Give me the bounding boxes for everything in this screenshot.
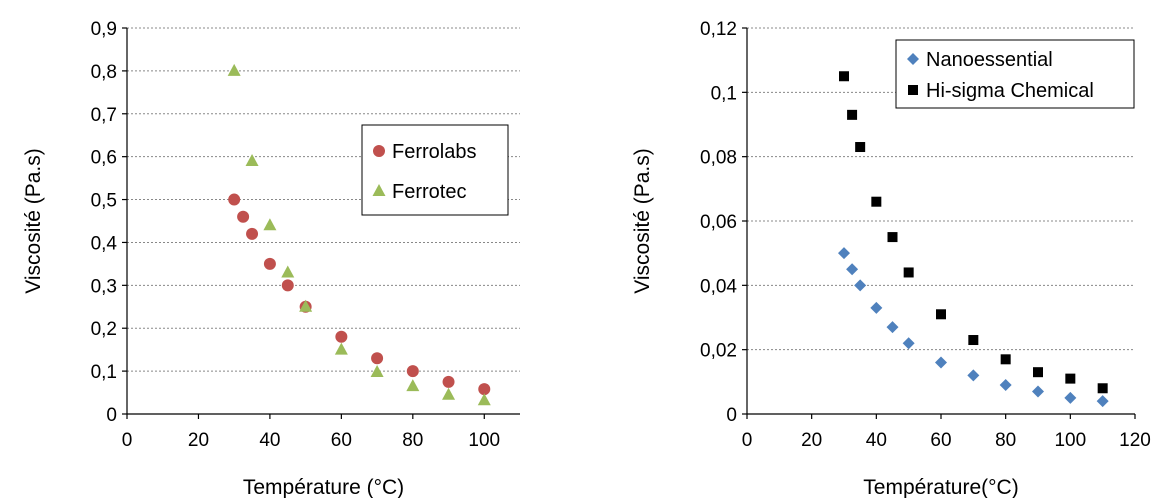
- data-point: [847, 109, 858, 120]
- data-point: [839, 71, 849, 82]
- x-axis-label: Température(°C): [863, 476, 1018, 498]
- data-point: [1065, 373, 1076, 384]
- data-point: [237, 210, 250, 223]
- data-point: [1032, 385, 1044, 398]
- x-tick-label: 60: [930, 430, 951, 451]
- x-tick-label: 40: [866, 430, 887, 451]
- legend-marker: [372, 184, 386, 196]
- data-point: [935, 356, 947, 369]
- data-point: [886, 321, 899, 334]
- data-point: [1000, 354, 1011, 365]
- data-point: [371, 352, 384, 365]
- chart-left: 0 0,1 0,2 0,3 0,4 0,5 0,6 0,7 0,8 0,9 0 20 40 60 80 100…: [22, 19, 520, 498]
- data-point: [281, 265, 295, 278]
- data-point: [887, 232, 898, 243]
- legend-entry-label: Ferrotec: [392, 181, 466, 203]
- y-axis-label: Viscosité (Pa.s): [22, 148, 45, 294]
- data-point: [478, 383, 491, 396]
- data-point: [263, 218, 277, 231]
- legend-marker: [373, 145, 385, 157]
- x-tick-label: 120: [1119, 430, 1151, 451]
- data-point: [406, 365, 419, 378]
- y-tick-label: 0: [726, 405, 737, 426]
- data-point: [870, 301, 883, 314]
- data-point: [281, 279, 294, 292]
- x-tick-label: 100: [468, 430, 500, 451]
- legend-entry-label: Nanoessential: [926, 49, 1053, 71]
- y-tick-label: 0,2: [91, 319, 117, 340]
- x-tick-label: 0: [742, 430, 753, 451]
- data-point: [299, 299, 313, 312]
- data-point: [1064, 391, 1077, 404]
- x-tick-label: 20: [801, 430, 822, 451]
- chart-right: 0 0,02 0,04 0,06 0,08 0,1 0,12 0 20 40 60 80 100 120 T…: [631, 19, 1151, 498]
- data-point: [1096, 395, 1109, 408]
- data-point: [228, 193, 241, 206]
- data-point: [999, 379, 1012, 392]
- data-point: [968, 335, 979, 346]
- data-point: [335, 330, 348, 343]
- data-point: [855, 142, 866, 153]
- data-point: [967, 369, 980, 382]
- y-tick-label: 0,8: [91, 62, 117, 83]
- y-tick-label: 0,06: [700, 212, 737, 233]
- legend-marker: [907, 53, 919, 65]
- x-tick-label: 20: [188, 430, 209, 451]
- data-point: [902, 337, 915, 350]
- y-tick-label: 0,1: [91, 362, 117, 383]
- x-axis-label: Température (°C): [243, 476, 404, 498]
- legend-entry-label: Ferrolabs: [392, 141, 476, 163]
- y-tick-label: 0,02: [700, 341, 737, 362]
- data-point: [406, 379, 420, 392]
- data-point: [838, 247, 850, 260]
- y-tick-label: 0,6: [91, 148, 117, 169]
- y-tick-label: 0,12: [700, 19, 737, 40]
- y-tick-label: 0,04: [700, 276, 737, 297]
- y-tick-label: 0,08: [700, 148, 737, 169]
- series-1: [227, 63, 491, 406]
- legend-box: [895, 39, 1135, 109]
- legend-entry-label: Hi-sigma Chemical: [926, 80, 1094, 102]
- data-point: [903, 267, 914, 278]
- data-point: [1033, 367, 1043, 378]
- data-point: [227, 63, 241, 76]
- x-tick-label: 80: [402, 430, 423, 451]
- y-tick-label: 0,9: [91, 19, 117, 40]
- data-point: [334, 342, 348, 355]
- data-point: [936, 309, 946, 320]
- y-tick-label: 0,7: [91, 105, 117, 126]
- data-point: [442, 375, 455, 388]
- y-tick-label: 0,4: [91, 233, 118, 254]
- y-tick-label: 0,3: [91, 276, 117, 297]
- data-point: [871, 196, 882, 207]
- series-0: [838, 247, 1109, 408]
- y-tick-label: 0,1: [711, 83, 737, 104]
- x-tick-label: 80: [995, 430, 1016, 451]
- x-tick-label: 40: [259, 430, 280, 451]
- data-point: [846, 263, 859, 276]
- data-point: [370, 364, 384, 377]
- data-point: [245, 153, 259, 166]
- y-axis-label: Viscosité (Pa.s): [631, 148, 654, 294]
- x-tick-label: 60: [331, 430, 352, 451]
- series-1: [839, 71, 1108, 394]
- data-point: [854, 279, 867, 292]
- data-point: [263, 257, 276, 270]
- data-point: [477, 393, 491, 406]
- data-point: [1097, 383, 1108, 394]
- data-point: [442, 387, 456, 400]
- y-tick-label: 0,5: [91, 191, 117, 212]
- legend-marker: [908, 85, 918, 95]
- y-tick-label: 0: [106, 405, 117, 426]
- x-tick-label: 0: [122, 430, 133, 451]
- data-point: [246, 227, 259, 240]
- legend-box: [361, 124, 509, 216]
- x-tick-label: 100: [1054, 430, 1086, 451]
